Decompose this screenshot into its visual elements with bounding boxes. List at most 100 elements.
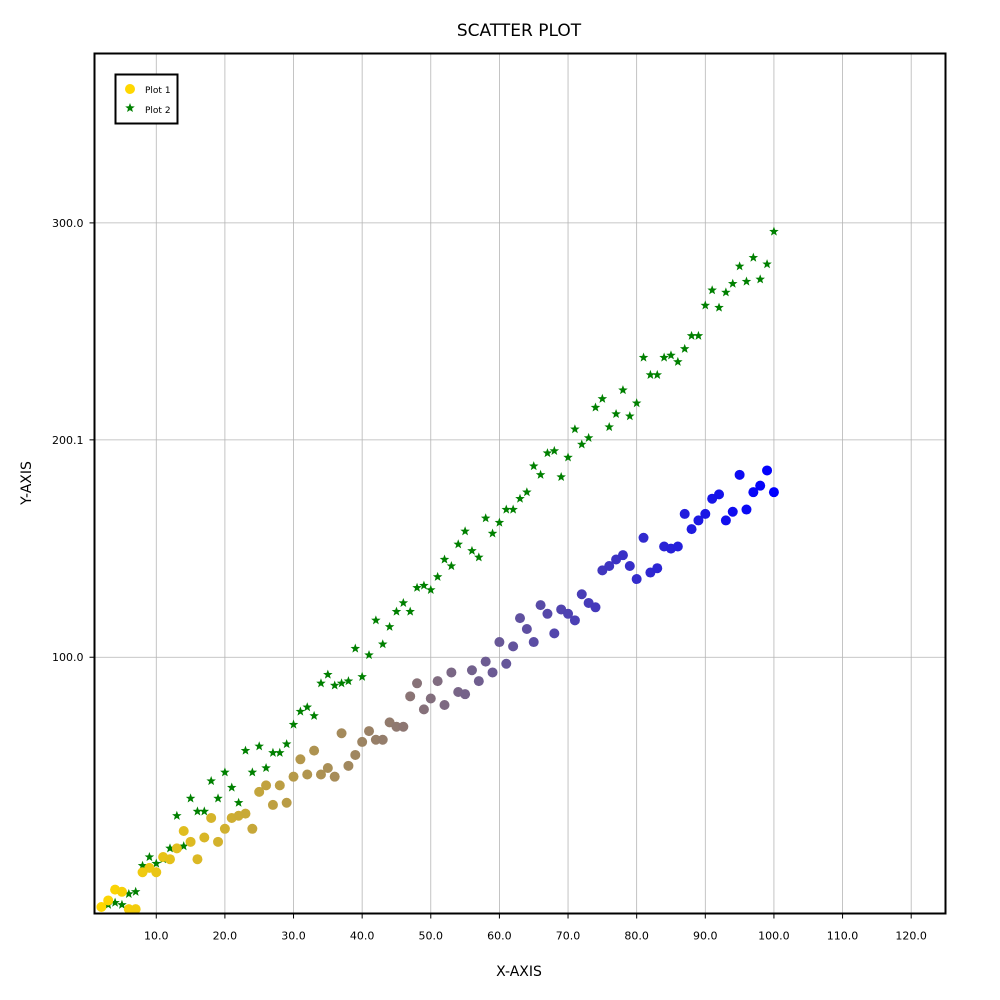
data-point-plot-1 — [425, 693, 436, 704]
data-point-plot-2 — [151, 858, 162, 868]
data-point-plot-2 — [508, 504, 518, 514]
data-point-plot-1 — [432, 676, 443, 687]
data-point-plot-1 — [103, 895, 114, 906]
data-point-plot-1 — [412, 678, 423, 689]
data-point-plot-1 — [213, 836, 224, 847]
data-point-plot-1 — [418, 704, 429, 715]
data-point-plot-1 — [274, 780, 285, 791]
data-point-plot-1 — [460, 689, 471, 700]
data-point-plot-1 — [295, 754, 306, 765]
x-tick-label: 100.0 — [758, 930, 790, 943]
y-axis-ticks: 100.0 200.1 300.0 — [52, 217, 95, 664]
data-point-plot-2 — [110, 897, 120, 907]
data-point-plot-2 — [625, 411, 635, 421]
x-tick-label: 50.0 — [419, 930, 444, 943]
data-point-plot-2 — [467, 545, 477, 555]
data-point-plot-2 — [336, 678, 347, 688]
data-point-plot-2 — [357, 671, 367, 681]
y-tick-label: 200.1 — [52, 434, 84, 447]
data-point-plot-2 — [556, 471, 566, 482]
data-point-plot-2 — [700, 300, 711, 310]
data-point-plot-1 — [405, 691, 416, 702]
legend-marker-plot-2 — [125, 103, 135, 113]
data-point-plot-1 — [329, 771, 340, 782]
data-point-plot-2 — [501, 504, 512, 514]
data-point-plot-2 — [412, 582, 422, 592]
data-point-plot-1 — [302, 769, 313, 780]
x-tick-label: 90.0 — [693, 930, 718, 943]
data-point-plot-1 — [617, 550, 628, 561]
data-point-plot-1 — [768, 487, 779, 498]
data-point-plot-2 — [199, 806, 210, 816]
data-point-plot-2 — [432, 571, 443, 581]
data-point-plot-1 — [185, 836, 196, 847]
data-point-plot-1 — [508, 641, 519, 652]
y-axis-title: Y-AXIS — [19, 461, 35, 506]
data-point-plot-2 — [439, 554, 450, 564]
data-point-plot-1 — [377, 734, 388, 745]
data-point-plot-2 — [741, 276, 752, 286]
data-point-plot-1 — [151, 867, 162, 878]
data-point-plot-2 — [281, 739, 292, 749]
data-point-plot-1 — [343, 760, 354, 771]
data-point-plot-2 — [240, 745, 251, 755]
data-point-plot-2 — [233, 797, 244, 807]
data-point-plot-1 — [563, 608, 574, 619]
legend-marker-plot-1 — [125, 84, 135, 94]
data-point-plot-2 — [638, 352, 649, 362]
data-point-plot-2 — [515, 493, 525, 503]
data-point-plot-2 — [144, 852, 155, 862]
data-point-plot-1 — [569, 615, 580, 626]
data-point-plot-1 — [281, 797, 292, 808]
data-point-plot-1 — [322, 762, 333, 773]
data-point-plot-2 — [755, 274, 765, 284]
data-point-plot-1 — [473, 676, 484, 687]
data-point-plot-1 — [261, 780, 272, 791]
data-point-plot-2 — [542, 448, 553, 458]
y-tick-label: 300.0 — [52, 217, 84, 230]
data-point-plot-1 — [171, 843, 182, 854]
data-point-plot-1 — [391, 721, 402, 732]
data-point-plot-1 — [247, 823, 258, 834]
data-point-plot-1 — [638, 532, 649, 543]
data-point-plot-2 — [137, 860, 148, 870]
data-point-plot-2 — [611, 409, 621, 419]
data-point-plot-2 — [247, 767, 258, 777]
data-point-plot-2 — [762, 259, 772, 269]
data-point-plot-2 — [124, 888, 134, 898]
data-point-plot-2 — [371, 615, 381, 625]
data-point-plot-2 — [391, 606, 402, 616]
data-point-plot-2 — [343, 676, 354, 686]
data-point-plot-2 — [528, 461, 539, 471]
data-point-plot-1 — [487, 667, 498, 678]
legend-label-plot-1: Plot 1 — [145, 86, 171, 96]
data-point-plot-2 — [652, 369, 663, 379]
data-point-plot-2 — [377, 639, 388, 649]
data-point-plot-2 — [185, 793, 196, 803]
x-tick-label: 80.0 — [624, 930, 649, 943]
data-point-plot-2 — [426, 584, 436, 594]
data-point-plot-2 — [563, 452, 573, 462]
y-tick-label: 100.0 — [52, 651, 84, 664]
data-point-plot-1 — [631, 574, 642, 585]
data-point-plot-1 — [446, 667, 457, 678]
data-point-plot-1 — [521, 624, 532, 635]
data-point-plot-2 — [577, 439, 587, 449]
data-point-plot-2 — [453, 539, 463, 549]
data-point-plot-2 — [707, 285, 717, 295]
data-point-plot-1 — [734, 469, 745, 480]
data-point-plot-2 — [769, 226, 779, 236]
data-point-plot-2 — [618, 385, 628, 395]
data-point-plot-1 — [480, 656, 491, 667]
x-tick-label: 110.0 — [827, 930, 859, 943]
data-point-plot-1 — [741, 504, 752, 515]
data-point-plot-1 — [466, 665, 477, 676]
data-point-plot-2 — [254, 741, 264, 751]
data-point-plot-2 — [398, 597, 409, 607]
data-point-plot-1 — [130, 904, 141, 915]
data-point-plot-1 — [528, 637, 539, 648]
data-point-plot-2 — [748, 252, 759, 262]
data-point-plot-2 — [364, 650, 374, 660]
data-point-plot-2 — [460, 526, 470, 536]
data-point-plot-1 — [192, 854, 203, 865]
